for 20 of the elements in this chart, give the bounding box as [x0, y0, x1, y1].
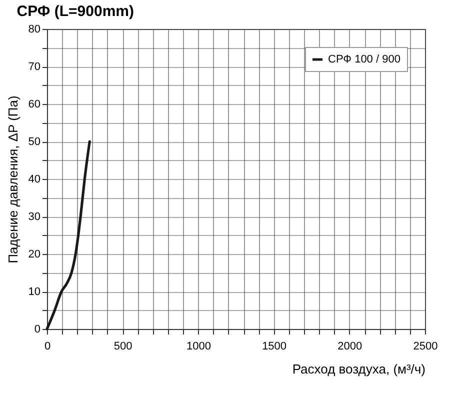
y-tick-label: 60 — [28, 98, 40, 110]
chart-title: СРФ (L=900mm) — [16, 3, 134, 20]
x-tick-label: 1000 — [186, 340, 211, 352]
y-tick-label: 0 — [34, 324, 40, 336]
y-tick-label: 10 — [28, 286, 40, 298]
legend-label: СРФ 100 / 900 — [328, 54, 400, 66]
x-tick-label: 500 — [114, 340, 132, 352]
y-tick-label: 70 — [28, 61, 40, 73]
y-tick-label: 20 — [28, 248, 40, 260]
y-tick-label: 30 — [28, 211, 40, 223]
line-series — [46, 140, 91, 330]
x-tick-label: 0 — [44, 340, 51, 352]
x-axis-title: Расход воздуха, (м³/ч) — [292, 362, 426, 376]
y-tick-label: 40 — [28, 174, 40, 186]
x-tick-label: 2500 — [413, 340, 438, 352]
y-tick-label: 80 — [28, 24, 40, 36]
x-tick-label: 2000 — [338, 340, 362, 352]
x-tick-label: 1500 — [262, 340, 287, 352]
y-tick-label: 50 — [28, 136, 40, 148]
y-axis-title: Падение давления, ΔP (Па) — [5, 96, 20, 264]
